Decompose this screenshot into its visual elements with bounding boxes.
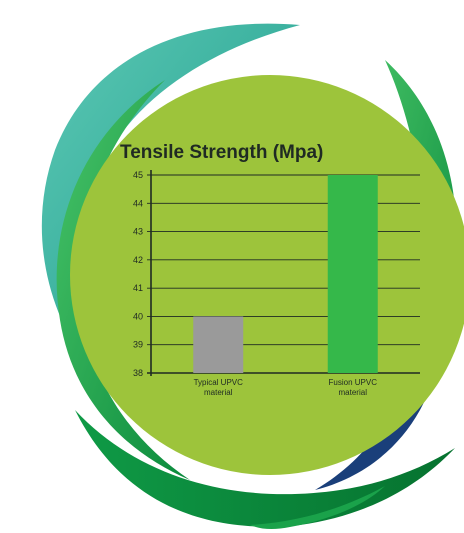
green-bottom-swoosh bbox=[75, 410, 455, 527]
y-tick-label: 43 bbox=[133, 227, 143, 237]
green-left-swoosh bbox=[56, 80, 190, 480]
x-tick-label: material bbox=[339, 388, 368, 397]
bars bbox=[193, 175, 378, 373]
y-tick-label: 42 bbox=[133, 255, 143, 265]
y-tick-label: 44 bbox=[133, 198, 143, 208]
x-tick-label: Typical UPVC bbox=[194, 378, 244, 387]
x-tick-label: material bbox=[204, 388, 233, 397]
y-tick-labels: 38 39 40 41 42 43 44 45 bbox=[133, 170, 143, 378]
x-tick-label: Fusion UPVC bbox=[329, 378, 378, 387]
navy-swoosh bbox=[315, 175, 454, 490]
chart-title: Tensile Strength (Mpa) bbox=[120, 142, 323, 163]
bar bbox=[193, 316, 244, 373]
teal-swoosh bbox=[41, 23, 301, 371]
chart-disc bbox=[70, 75, 464, 475]
green-tail-swoosh bbox=[250, 486, 385, 530]
y-tick-label: 40 bbox=[133, 311, 143, 321]
bar bbox=[327, 175, 378, 373]
y-tick-label: 45 bbox=[133, 170, 143, 180]
bar-chart: Tensile Strength (Mpa) 3839404142434445 … bbox=[120, 142, 420, 397]
y-tick-label: 39 bbox=[133, 340, 143, 350]
y-tick-label: 41 bbox=[133, 283, 143, 293]
y-tick-label: 38 bbox=[133, 368, 143, 378]
